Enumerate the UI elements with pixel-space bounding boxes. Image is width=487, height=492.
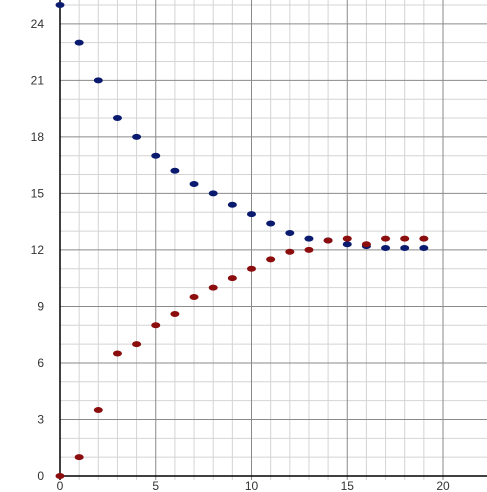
y-tick-label: 12 (31, 243, 45, 257)
major-gridlines (60, 0, 487, 480)
data-point-series-1 (112, 115, 122, 122)
y-tick-label: 21 (31, 73, 45, 87)
data-point-series-2 (304, 246, 314, 253)
data-point-series-2 (74, 454, 84, 461)
y-tick-labels: 0 3 6 9 12 15 18 21 24 (31, 17, 45, 483)
data-point-series-2 (323, 237, 333, 244)
data-point-series-2 (361, 241, 371, 248)
data-point-series-1 (208, 190, 218, 197)
data-points (55, 2, 429, 479)
y-tick-label: 15 (31, 186, 45, 200)
data-point-series-1 (227, 201, 237, 208)
data-point-series-2 (266, 256, 276, 263)
x-tick-label: 20 (436, 479, 450, 492)
data-point-series-2 (227, 275, 237, 282)
x-tick-labels: 0 5 10 15 20 (57, 479, 450, 492)
data-point-series-1 (132, 133, 142, 140)
data-point-series-1 (304, 235, 314, 242)
y-tick-label: 0 (37, 469, 44, 483)
x-tick-label: 15 (341, 479, 355, 492)
y-tick-label: 9 (37, 299, 44, 313)
data-point-series-2 (285, 248, 295, 255)
data-point-series-2 (419, 235, 429, 242)
data-point-series-2 (342, 235, 352, 242)
data-point-series-1 (151, 152, 161, 159)
data-point-series-2 (151, 322, 161, 329)
data-point-series-1 (381, 245, 391, 252)
x-tick-label: 5 (152, 479, 159, 492)
data-point-series-1 (247, 211, 256, 218)
data-point-series-1 (342, 241, 352, 248)
data-point-series-1 (285, 229, 295, 236)
data-point-series-2 (112, 350, 122, 357)
axes (59, 0, 487, 480)
data-point-series-2 (170, 310, 180, 317)
y-tick-label: 18 (31, 130, 45, 144)
data-point-series-2 (247, 265, 256, 272)
data-point-series-1 (170, 167, 180, 174)
data-point-series-2 (400, 235, 410, 242)
data-point-series-1 (93, 77, 103, 84)
x-tick-label: 10 (245, 479, 259, 492)
data-point-series-1 (189, 180, 199, 187)
data-point-series-2 (55, 473, 65, 479)
data-point-series-2 (132, 341, 142, 348)
data-point-series-1 (419, 245, 429, 252)
data-point-series-2 (93, 407, 103, 414)
data-point-series-2 (208, 284, 218, 291)
data-point-series-1 (400, 245, 410, 252)
data-point-series-1 (266, 220, 276, 227)
x-tick-label: 0 (57, 479, 64, 492)
data-point-series-2 (189, 294, 199, 301)
y-tick-label: 3 (37, 412, 44, 426)
y-tick-label: 24 (31, 17, 45, 31)
data-point-series-1 (55, 2, 65, 8)
data-point-series-1 (74, 39, 84, 46)
y-tick-label: 6 (37, 356, 44, 370)
data-point-series-2 (381, 235, 391, 242)
